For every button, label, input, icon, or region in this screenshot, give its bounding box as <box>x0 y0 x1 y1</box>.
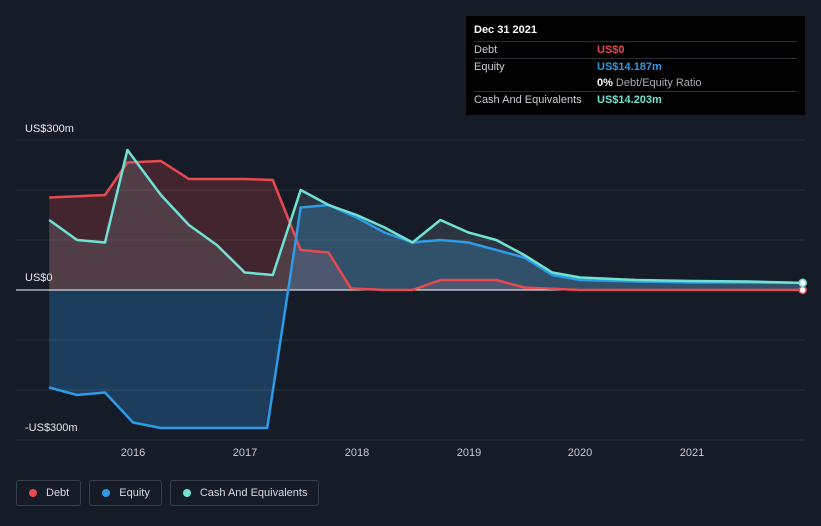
legend: Debt Equity Cash And Equivalents <box>16 480 320 506</box>
tooltip-date: Dec 31 2021 <box>474 24 537 36</box>
x-tick-2017: 2017 <box>232 447 258 459</box>
end-marker-cash-and-equivalents <box>798 278 807 288</box>
x-tick-2016: 2016 <box>120 447 146 459</box>
tooltip-debt-label: Debt <box>474 44 498 56</box>
tooltip-row-equity: Equity US$14.187m <box>474 58 797 75</box>
x-tick-2018: 2018 <box>344 447 370 459</box>
line-cash-and-equivalents <box>48 148 803 285</box>
legend-label-equity: Equity <box>119 487 150 499</box>
area-equity <box>49 205 803 428</box>
tooltip-equity-label: Equity <box>474 61 505 73</box>
tooltip-cash-value: US$14.203m <box>597 94 662 106</box>
tooltip-cash-label: Cash And Equivalents <box>474 94 582 106</box>
legend-item-cash[interactable]: Cash And Equivalents <box>169 480 320 506</box>
legend-item-equity[interactable]: Equity <box>89 480 162 506</box>
area-debt <box>49 161 803 290</box>
tooltip-row-cash: Cash And Equivalents US$14.203m <box>474 91 797 108</box>
tooltip-ratio-label: Debt/Equity Ratio <box>615 77 702 89</box>
tooltip-debt-value: US$0 <box>597 44 625 56</box>
line-equity <box>48 203 803 430</box>
legend-dot-cash <box>182 489 191 497</box>
legend-dot-debt <box>29 489 37 497</box>
legend-dot-equity <box>102 489 111 497</box>
tooltip-row-ratio: 0% Debt/Equity Ratio <box>474 75 797 91</box>
tooltip-equity-value: US$14.187m <box>597 61 662 73</box>
x-tick-2020: 2020 <box>567 447 593 459</box>
tooltip-row-debt: Debt US$0 <box>474 41 797 58</box>
y-axis-bottom-label: -US$300m <box>25 422 78 434</box>
y-axis-top-label: US$300m <box>25 123 74 135</box>
y-axis-zero-label: US$0 <box>25 272 53 284</box>
line-debt <box>49 159 803 292</box>
end-marker-debt <box>798 285 807 295</box>
tooltip-panel: Dec 31 2021 Debt US$0 Equity US$14.187m … <box>466 16 805 115</box>
legend-item-debt[interactable]: Debt <box>16 480 82 506</box>
x-tick-2019: 2019 <box>456 447 482 459</box>
legend-label-debt: Debt <box>46 487 70 499</box>
tooltip-ratio-value: 0% <box>597 77 613 89</box>
legend-label-cash: Cash And Equivalents <box>199 487 308 499</box>
x-tick-2021: 2021 <box>679 447 705 459</box>
